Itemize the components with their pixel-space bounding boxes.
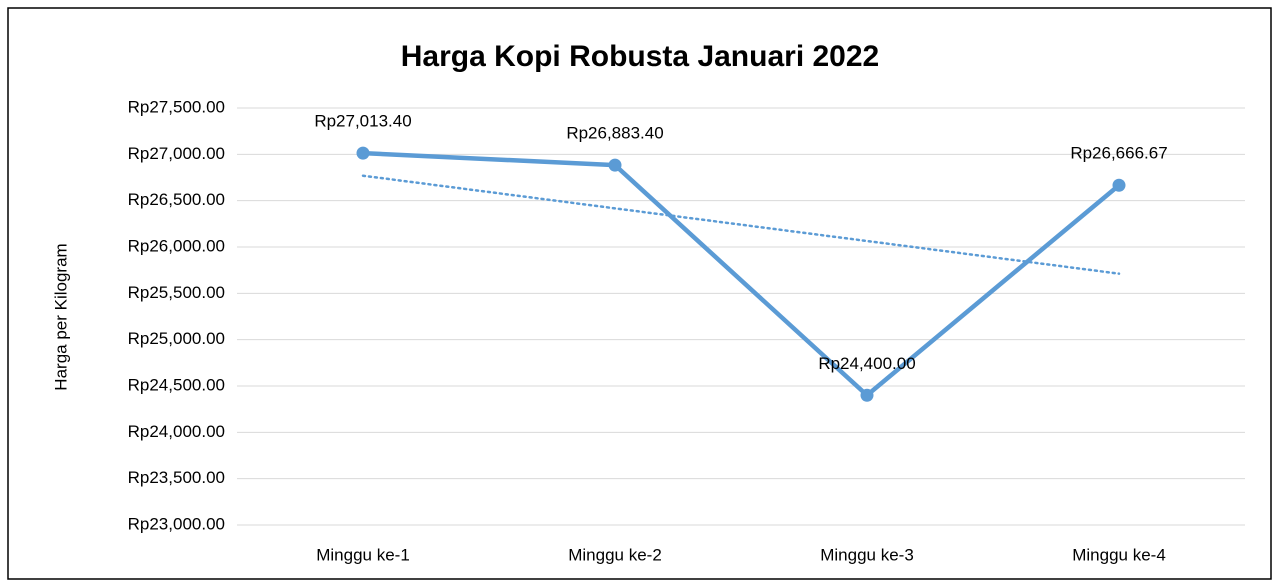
y-tick-label: Rp26,500.00 (128, 190, 225, 209)
y-axis-label: Harga per Kilogram (51, 243, 70, 390)
data-label: Rp24,400.00 (818, 354, 915, 373)
data-label: Rp26,666.67 (1070, 144, 1167, 163)
y-tick-label: Rp25,500.00 (128, 283, 225, 302)
y-tick-label: Rp25,000.00 (128, 329, 225, 348)
marker (356, 146, 370, 160)
y-tick-label: Rp27,000.00 (128, 144, 225, 163)
y-tick-label: Rp24,000.00 (128, 422, 225, 441)
x-tick-label: Minggu ke-3 (820, 545, 914, 564)
data-label: Rp26,883.40 (566, 124, 663, 143)
trendline (361, 174, 1121, 275)
chart-title: Harga Kopi Robusta Januari 2022 (401, 40, 879, 73)
x-tick-label: Minggu ke-2 (568, 545, 662, 564)
x-tick-label: Minggu ke-4 (1072, 545, 1166, 564)
marker (860, 388, 874, 402)
marker (1112, 178, 1126, 192)
marker (608, 158, 622, 172)
y-tick-label: Rp23,500.00 (128, 468, 225, 487)
y-tick-label: Rp23,000.00 (128, 514, 225, 533)
line (362, 150, 1121, 398)
data-label: Rp27,013.40 (314, 112, 411, 131)
y-tick-label: Rp26,000.00 (128, 236, 225, 255)
y-tick-label: Rp24,500.00 (128, 375, 225, 394)
x-tick-label: Minggu ke-1 (316, 545, 410, 564)
y-tick-label: Rp27,500.00 (128, 97, 225, 116)
